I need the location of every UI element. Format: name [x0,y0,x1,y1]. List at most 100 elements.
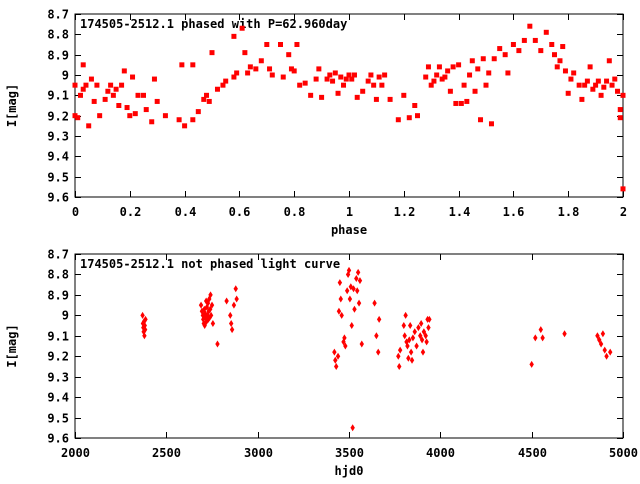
phased-data-point [223,78,229,84]
phased-data-point [332,70,338,76]
phased-data-point [365,78,371,84]
phased-data-point [560,44,566,50]
phased-data-point [557,58,563,64]
phased-y-tick-label: 9.1 [47,89,69,103]
phased-data-point [86,123,92,129]
phased-data-point [267,66,273,72]
phased-data-point [258,58,264,64]
phased-panel: 0 0.2 0.4 0.6 0.8 1 1.2 1.4 1.6 1.8 2 8.7 8.8 8.9 9 9.1… [5,8,627,238]
phased-data-point [453,100,459,106]
phased-data-point [562,68,568,74]
phased-data-point [302,80,308,86]
phased-data-point [604,78,610,84]
unphased-data-point [338,295,343,303]
phased-data-point [475,66,481,72]
phased-data-point [154,98,160,104]
phased-data-point [456,62,462,68]
phased-data-point [543,29,549,35]
phased-data-point [130,74,136,80]
unphased-data-point [562,330,567,338]
phased-data-point [469,58,475,64]
phased-data-point [132,111,138,117]
phased-data-point [113,86,119,92]
unphased-data-point [349,322,354,330]
phased-data-point [554,64,560,70]
phased-x-tick-label: 0.2 [120,205,142,219]
phased-data-point [179,62,185,68]
phased-data-point [538,48,544,54]
phased-data-point [436,64,442,70]
phased-data-point [373,96,379,102]
phased-data-point [480,56,486,62]
phased-data-point [576,82,582,88]
unphased-y-tick-label: 9.4 [47,391,69,405]
unphased-y-tick-label: 9.1 [47,330,69,344]
phased-y-tick-label: 9.5 [47,171,69,185]
phased-data-point [141,92,146,98]
phased-data-point [439,76,445,82]
phased-plot-frame [74,13,624,198]
phased-data-point [615,88,621,94]
unphased-data-point [141,317,147,325]
unphased-panel-title: 174505-2512.1 not phased light curve [80,257,340,271]
unphased-data-point [374,332,379,340]
phased-y-axis-label: I[mag] [5,84,19,127]
unphased-data-point [203,297,209,305]
phased-data-point [291,68,297,74]
unphased-data-point [142,326,148,334]
unphased-data-point [344,287,350,295]
unphased-y-tick-label: 8.8 [47,268,69,282]
phased-data-point [571,70,577,76]
phased-data-point [434,72,440,78]
unphased-data-point [142,332,147,340]
phased-data-point [110,92,116,98]
phased-data-point [72,82,78,88]
phased-data-point [395,117,401,123]
unphased-data-point [224,297,229,305]
phased-data-point [264,42,270,47]
phased-data-point [552,52,557,58]
phased-data-point [80,86,86,92]
unphased-data-point [209,301,215,309]
phased-data-point [590,86,596,92]
phased-data-point [620,186,626,192]
phased-data-point [376,74,382,80]
phased-data-point [313,76,319,82]
unphased-y-tick-label: 8.9 [47,289,69,303]
phased-data-point [587,64,593,70]
phased-y-tick-label: 9.3 [47,130,69,144]
unphased-data-point [420,348,426,356]
phased-data-point [447,88,453,94]
unphased-data-point [407,322,413,330]
unphased-data-point [342,334,347,342]
phased-data-point [502,52,508,58]
phased-data-point [124,105,130,111]
phased-data-point [245,70,251,76]
unphased-data-point [423,332,428,340]
phased-data-point [239,25,245,31]
unphased-data-point [418,320,424,328]
unphased-data-point [608,348,613,356]
phased-data-point [349,76,355,82]
phased-data-point [582,82,588,88]
phased-data-point [516,48,522,54]
phased-data-point [288,66,294,72]
unphased-data-point [334,362,339,370]
phased-data-point [461,82,467,88]
unphased-plot-frame [74,253,624,439]
phased-data-point [428,82,434,88]
unphased-y-tick-label: 9.6 [47,432,69,446]
phased-data-point [486,70,492,76]
phased-data-point [612,76,618,82]
phased-data-point [510,42,516,47]
phased-x-tick-label: 0.4 [175,205,197,219]
phased-data-point [195,109,201,115]
phased-data-point [149,119,155,125]
phased-data-point [341,82,347,88]
unphased-data-point [359,340,364,348]
unphased-data-point [198,301,204,309]
phased-data-point [91,98,97,104]
unphased-data-point [210,320,216,328]
unphased-y-tick-label: 9.2 [47,350,69,364]
